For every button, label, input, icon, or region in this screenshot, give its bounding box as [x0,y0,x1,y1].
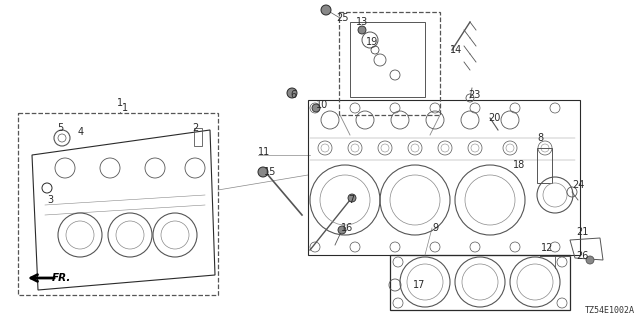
Circle shape [312,104,320,112]
Text: 23: 23 [468,90,481,100]
Circle shape [358,26,366,34]
Circle shape [348,194,356,202]
Text: TZ54E1002A: TZ54E1002A [585,306,635,315]
Text: 26: 26 [576,251,588,261]
Text: 4: 4 [78,127,84,137]
Bar [194,128,202,146]
Text: 7: 7 [348,195,355,205]
Text: 25: 25 [336,13,349,23]
Text: 19: 19 [366,37,378,47]
Circle shape [258,167,268,177]
Text: 15: 15 [264,167,276,177]
Circle shape [338,226,346,234]
Circle shape [586,256,594,264]
Text: 20: 20 [488,113,500,123]
Text: 14: 14 [450,45,462,55]
Text: 17: 17 [413,280,426,290]
Text: 8: 8 [537,133,543,143]
Text: 11: 11 [258,147,270,157]
Bar [350,22,425,97]
Text: 5: 5 [57,123,63,133]
Text: 21: 21 [576,227,588,237]
Text: 10: 10 [316,100,328,110]
Circle shape [321,5,331,15]
Text: FR.: FR. [52,273,72,283]
Text: 12: 12 [541,243,554,253]
Circle shape [287,88,297,98]
Text: 2: 2 [192,123,198,133]
Text: 13: 13 [356,17,368,27]
Text: 9: 9 [432,223,438,233]
Text: 24: 24 [572,180,584,190]
Bar [339,12,440,115]
Bar [18,113,218,295]
Text: 18: 18 [513,160,525,170]
Text: 3: 3 [47,195,53,205]
Bar [537,148,552,183]
Text: 1: 1 [122,103,128,113]
Text: 6: 6 [290,90,296,100]
Text: 16: 16 [341,223,353,233]
Text: 1: 1 [117,98,123,108]
